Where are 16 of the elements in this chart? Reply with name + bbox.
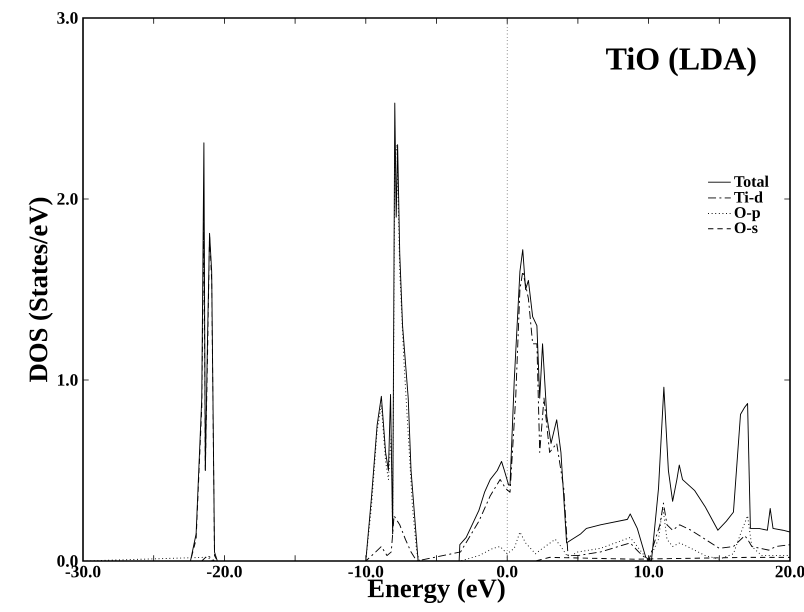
y-tick-label: 0.0 bbox=[57, 555, 78, 567]
x-tick-label: -10.0 bbox=[348, 566, 384, 578]
x-tick-label: 0.0 bbox=[497, 566, 518, 578]
legend-label: O-s bbox=[734, 222, 758, 234]
y-tick-label: 1.0 bbox=[58, 374, 78, 386]
x-axis-title: Energy (eV) bbox=[368, 578, 505, 604]
y-tick-label: 3.0 bbox=[57, 12, 78, 24]
y-tick-label: 2.0 bbox=[57, 193, 78, 205]
legend-label: O-p bbox=[734, 207, 760, 222]
legend-label: Ti-d bbox=[734, 191, 763, 203]
x-tick-label: -20.0 bbox=[206, 566, 242, 578]
x-tick-label: -30.0 bbox=[66, 566, 100, 578]
legend-label: Total bbox=[734, 176, 769, 187]
text: TiO (LDA) bbox=[606, 47, 756, 76]
x-tick-label: 10.0 bbox=[634, 566, 664, 578]
y-axis-title: DOS (States/eV) bbox=[28, 198, 53, 382]
